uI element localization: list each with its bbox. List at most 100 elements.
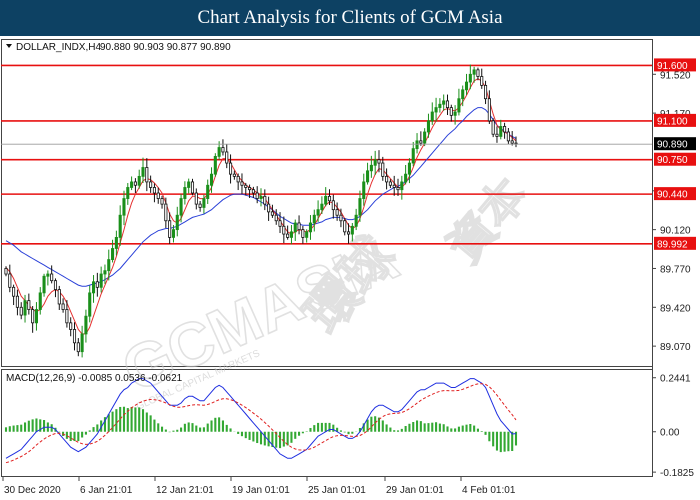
- candle: [312, 209, 316, 232]
- current-price-label: 90.890: [657, 140, 688, 151]
- candle: [122, 190, 126, 226]
- candle: [495, 126, 499, 143]
- candle: [331, 194, 335, 219]
- candle: [270, 204, 274, 218]
- candle: [126, 183, 130, 205]
- candle: [187, 178, 191, 194]
- candle: [385, 168, 389, 190]
- candle: [388, 179, 392, 189]
- price-tick-label: 89.770: [660, 264, 691, 275]
- macd-label: MACD(12,26,9) -0.0085 0.0536 -0.0621: [6, 373, 183, 384]
- symbol-label: DOLLAR_INDX,H4: [16, 42, 101, 53]
- candle: [171, 225, 176, 243]
- level-price-box: [654, 187, 696, 201]
- level-price-label: 90.440: [657, 190, 688, 201]
- candle: [168, 212, 172, 244]
- candle: [190, 178, 195, 196]
- candle: [392, 175, 396, 196]
- candle: [206, 179, 210, 205]
- page-title: Chart Analysis for Clients of GCM Asia: [197, 7, 503, 28]
- candle: [362, 173, 366, 206]
- candle: [506, 128, 510, 145]
- candle: [464, 73, 469, 96]
- candle: [15, 289, 19, 316]
- candle: [80, 325, 84, 358]
- candle: [72, 322, 77, 351]
- level-price-box: [654, 58, 696, 72]
- candle: [457, 88, 461, 116]
- candle: [88, 285, 92, 323]
- macd-line: [5, 378, 517, 459]
- candle: [61, 298, 65, 313]
- candle: [137, 169, 141, 189]
- candle: [4, 266, 8, 277]
- candle: [31, 306, 35, 333]
- candle: [293, 219, 297, 241]
- ohlc-label: 90.880 90.903 90.877 90.890: [100, 42, 231, 53]
- price-tick-label: 91.520: [660, 70, 691, 81]
- collapse-triangle-icon[interactable]: [6, 44, 12, 48]
- candle: [423, 128, 427, 147]
- macd-tick-label: 0.2441: [660, 374, 691, 385]
- candle: [107, 249, 111, 281]
- candle: [487, 90, 491, 124]
- candle: [449, 104, 453, 122]
- candle: [229, 154, 233, 184]
- macd-tick-label: 0.00: [660, 428, 680, 439]
- candle: [99, 266, 103, 293]
- support-resistance-levels: [1, 64, 652, 245]
- candle: [461, 85, 465, 107]
- level-price-label: 91.600: [657, 61, 688, 72]
- candle: [510, 131, 514, 146]
- time-tick-label: 12 Jan 21:01: [156, 485, 214, 496]
- candle: [346, 223, 351, 244]
- candle: [92, 275, 96, 303]
- candle: [42, 273, 46, 297]
- candle: [160, 195, 164, 209]
- candle: [255, 186, 259, 204]
- candle: [396, 178, 400, 196]
- candle: [236, 173, 240, 191]
- candle: [305, 229, 309, 243]
- candle: [133, 178, 137, 193]
- candle: [240, 173, 244, 195]
- candle: [335, 202, 339, 221]
- macd-tick-label: -0.1825: [660, 468, 694, 479]
- level-price-box: [654, 152, 696, 166]
- time-tick-label: 19 Jan 01:01: [232, 485, 290, 496]
- candle: [145, 158, 149, 192]
- candle: [57, 285, 61, 310]
- candle: [179, 194, 183, 223]
- candle: [65, 300, 69, 328]
- price-axis-labels: 91.52091.17090.47090.12089.77089.42089.0…: [1, 58, 696, 353]
- candle: [377, 150, 381, 173]
- level-price-box: [654, 236, 696, 250]
- chart-area[interactable]: GCMASIA GLOBAL CAPITAL MARKETS 環球 資本 91.…: [0, 36, 700, 500]
- candle: [175, 206, 179, 237]
- candle: [316, 200, 320, 222]
- candle: [339, 208, 343, 228]
- candle: [111, 239, 115, 263]
- candle: [411, 141, 415, 167]
- candle: [69, 317, 73, 337]
- candle: [499, 119, 503, 140]
- candle: [453, 105, 457, 125]
- candle: [232, 170, 236, 180]
- candle: [149, 175, 153, 193]
- candle: [438, 98, 442, 113]
- candle: [27, 293, 31, 315]
- candle: [118, 205, 122, 246]
- macd-indicator: 0.2441 0.00 -0.1825: [4, 374, 694, 479]
- candle: [251, 186, 255, 198]
- level-price-label: 89.992: [657, 239, 688, 250]
- candle: [225, 144, 229, 169]
- candle: [369, 155, 373, 178]
- candle: [267, 196, 271, 221]
- candle: [248, 184, 252, 198]
- candle: [400, 175, 404, 200]
- candle: [343, 217, 347, 236]
- candle: [282, 216, 286, 244]
- level-price-label: 91.100: [657, 116, 688, 127]
- time-tick-label: 29 Jan 01:01: [386, 485, 444, 496]
- candle: [472, 66, 476, 83]
